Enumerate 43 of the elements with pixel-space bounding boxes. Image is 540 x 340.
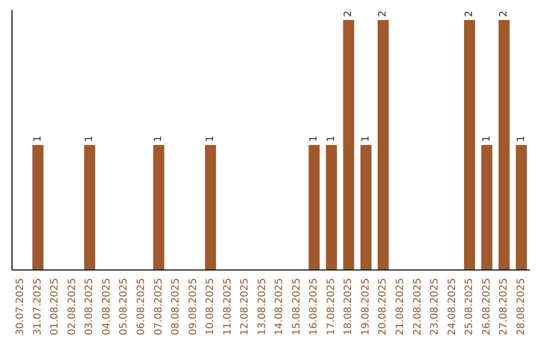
data-label: 2 xyxy=(343,10,354,17)
x-tick-label: 23.08.2025 xyxy=(430,278,441,336)
data-label: 1 xyxy=(32,136,44,142)
x-tick-label: 21.08.2025 xyxy=(395,278,406,336)
x-tick-label: 10.08.2025 xyxy=(205,278,216,336)
data-label: 1 xyxy=(205,136,216,142)
x-tick-label: 31.07.2025 xyxy=(32,278,44,336)
data-label: 1 xyxy=(481,136,492,142)
x-tick-label: 05.08.2025 xyxy=(118,278,130,336)
x-tick-label: 17.08.2025 xyxy=(326,278,337,336)
x-tick-label: 06.08.2025 xyxy=(136,278,147,336)
x-tick-label: 04.08.2025 xyxy=(101,278,112,336)
x-tick-label: 27.08.2025 xyxy=(498,278,510,336)
x-tick-label: 18.08.2025 xyxy=(343,278,354,336)
data-label: 2 xyxy=(464,10,476,17)
data-label: 2 xyxy=(378,10,389,17)
x-tick-label: 14.08.2025 xyxy=(274,278,286,336)
x-tick-label: 22.08.2025 xyxy=(412,278,424,336)
x-tick-label: 19.08.2025 xyxy=(360,278,372,336)
x-tick-label: 07.08.2025 xyxy=(153,278,164,336)
data-label: 1 xyxy=(84,136,96,142)
x-tick-label: 26.08.2025 xyxy=(481,278,492,336)
x-tick-label: 12.08.2025 xyxy=(240,278,251,336)
x-tick-label: 02.08.2025 xyxy=(66,278,78,336)
x-tick-label: 15.08.2025 xyxy=(291,278,302,336)
data-label: 1 xyxy=(326,136,337,142)
x-tick-label: 28.08.2025 xyxy=(516,278,527,336)
data-label: 1 xyxy=(360,136,372,142)
x-tick-label: 01.08.2025 xyxy=(50,278,61,336)
data-label: 1 xyxy=(308,136,320,142)
data-label: 1 xyxy=(153,136,164,142)
data-label: 1 xyxy=(516,136,527,142)
x-tick-label: 11.08.2025 xyxy=(222,278,234,336)
x-tick-label: 08.08.2025 xyxy=(170,278,182,336)
x-tick-label: 20.08.2025 xyxy=(378,278,389,336)
x-tick-label: 25.08.2025 xyxy=(464,278,476,336)
x-tick-label: 16.08.2025 xyxy=(308,278,320,336)
x-tick-label: 13.08.2025 xyxy=(256,278,268,336)
x-tick-label: 24.08.2025 xyxy=(446,278,458,336)
x-tick-label: 03.08.2025 xyxy=(84,278,96,336)
x-tick-label: 30.07.2025 xyxy=(15,278,26,336)
data-label: 2 xyxy=(498,10,510,17)
x-tick-label: 09.08.2025 xyxy=(188,278,199,336)
